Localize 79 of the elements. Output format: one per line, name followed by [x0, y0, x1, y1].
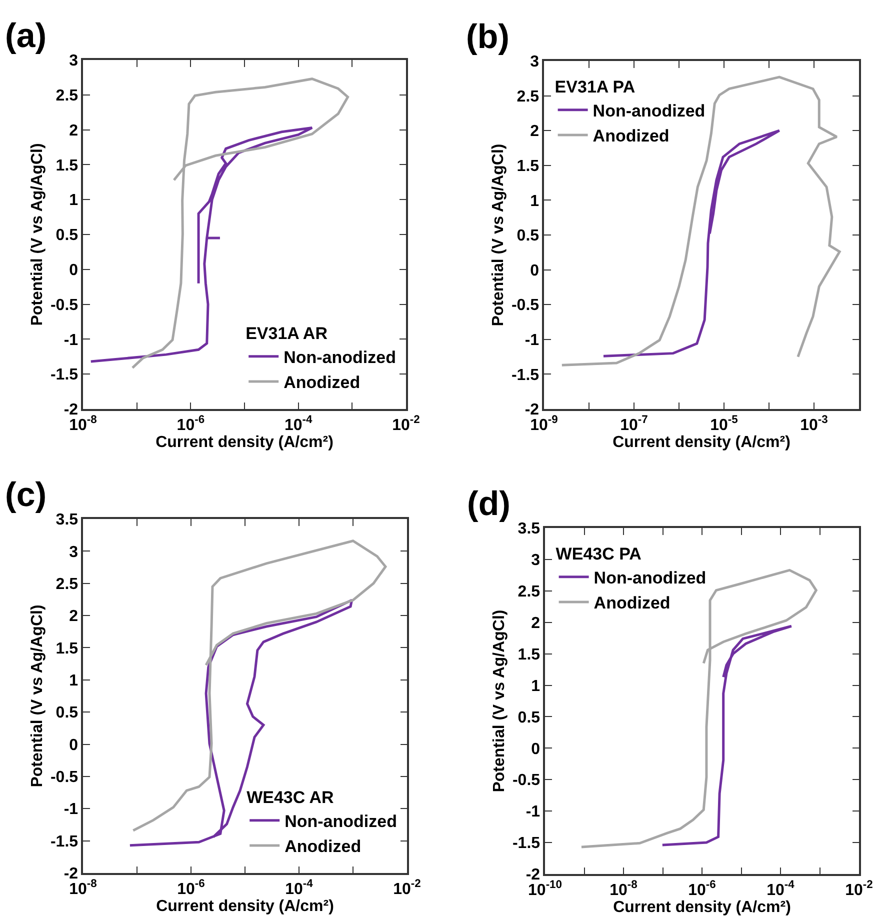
- legend-label: Anodized: [284, 837, 362, 856]
- y-tick-label: 2.5: [56, 88, 78, 104]
- chart-title: (c): [5, 476, 47, 514]
- legend-label: Anodized: [284, 373, 360, 392]
- chart-title: (b): [466, 18, 510, 56]
- x-tick-label: 10$^{-3}$: [800, 414, 828, 434]
- y-tick-label: -1.5: [50, 833, 78, 850]
- y-axis-title: Potential (V vs Ag/AgCl): [28, 143, 46, 326]
- y-tick-label: 1.5: [516, 158, 540, 175]
- legend-title: EV31A AR: [246, 324, 328, 343]
- x-tick-label: 10$^{-6}$: [176, 414, 205, 434]
- y-tick-label: 0: [69, 262, 78, 279]
- y-axis-title: Potential (V vs Ag/AgCl): [490, 610, 508, 792]
- y-tick-label: 1.5: [56, 157, 78, 174]
- y-tick-label: -0.5: [512, 772, 540, 790]
- y-tick-label: 3: [531, 552, 540, 570]
- y-tick-label: -1: [524, 332, 540, 349]
- y-tick-label: -1.5: [50, 366, 78, 384]
- legend-label: Anodized: [594, 594, 670, 613]
- legend-title: WE43C PA: [556, 544, 642, 564]
- y-tick-label: -1: [64, 801, 78, 818]
- legend-label: Non-anodized: [594, 568, 706, 588]
- y-tick-label: 3: [69, 544, 78, 561]
- y-tick-label: 1.5: [518, 646, 540, 664]
- x-axis-title: Current density (A/cm²): [156, 898, 334, 915]
- y-tick-label: 1: [530, 192, 540, 210]
- chart-title: (a): [5, 17, 47, 55]
- x-tick-label: 10$^{-2}$: [845, 879, 873, 899]
- x-tick-label: 10$^{-2}$: [392, 414, 420, 434]
- y-axis-title: Potential (V vs Ag/AgCl): [28, 604, 46, 788]
- y-tick-label: -1: [64, 332, 78, 349]
- y-tick-label: -1.5: [511, 366, 540, 384]
- legend-title: EV31A PA: [554, 77, 636, 96]
- y-tick-label: 2.5: [56, 576, 78, 593]
- x-tick-label: 10$^{-2}$: [393, 878, 421, 898]
- legend-label: Non-anodized: [284, 812, 397, 832]
- x-tick-label: 10$^{-8}$: [610, 879, 638, 899]
- y-tick-label: 2: [69, 122, 78, 140]
- y-tick-label: 3.5: [56, 512, 78, 529]
- x-tick-label: 10$^{-4}$: [285, 878, 314, 898]
- y-axis-title: Potential (V vs Ag/AgCl): [490, 144, 507, 326]
- x-tick-label: 10$^{-5}$: [710, 414, 738, 434]
- y-tick-label: 3: [69, 52, 78, 70]
- y-tick-label: 2.5: [518, 584, 540, 601]
- y-tick-label: 1.5: [56, 640, 78, 658]
- y-tick-label: 0.5: [56, 704, 78, 722]
- legend-label: Non-anodized: [284, 348, 396, 368]
- y-tick-label: -0.5: [511, 297, 540, 314]
- x-tick-label: 10$^{-4}$: [284, 414, 313, 434]
- y-tick-label: 0: [531, 740, 540, 758]
- x-tick-label: 10$^{-6}$: [688, 879, 716, 899]
- x-tick-label: 10$^{-7}$: [620, 414, 648, 434]
- y-tick-label: 0: [530, 262, 540, 280]
- y-tick-label: -0.5: [50, 296, 78, 314]
- x-tick-label: 10$^{-6}$: [177, 878, 205, 898]
- y-tick-label: -0.5: [50, 769, 78, 786]
- y-tick-label: 0.5: [516, 228, 540, 245]
- y-tick-label: 1: [69, 672, 78, 690]
- y-tick-label: 3: [530, 54, 540, 71]
- x-axis-title: Current density (A/cm²): [613, 898, 791, 916]
- y-tick-label: 1: [531, 678, 540, 695]
- legend-label: Anodized: [592, 126, 670, 146]
- legend-label: Non-anodized: [592, 102, 706, 120]
- x-tick-label: 10$^{-4}$: [766, 879, 796, 899]
- x-axis-title: Current density (A/cm²): [612, 434, 790, 451]
- y-tick-label: 2: [530, 123, 540, 140]
- y-tick-label: -1.5: [512, 835, 540, 852]
- y-tick-label: 0.5: [518, 709, 540, 726]
- y-tick-label: 0.5: [56, 227, 78, 244]
- y-tick-label: 2: [69, 608, 78, 626]
- y-tick-label: -1: [526, 804, 540, 821]
- y-tick-label: 2.5: [516, 88, 540, 106]
- legend-title: WE43C AR: [246, 788, 334, 807]
- y-tick-label: 1: [69, 192, 78, 210]
- y-tick-label: 0: [69, 736, 78, 754]
- x-axis-title: Current density (A/cm²): [156, 434, 334, 451]
- y-tick-label: 2: [531, 614, 540, 632]
- y-tick-label: 3.5: [518, 520, 540, 538]
- chart-title: (d): [467, 485, 510, 523]
